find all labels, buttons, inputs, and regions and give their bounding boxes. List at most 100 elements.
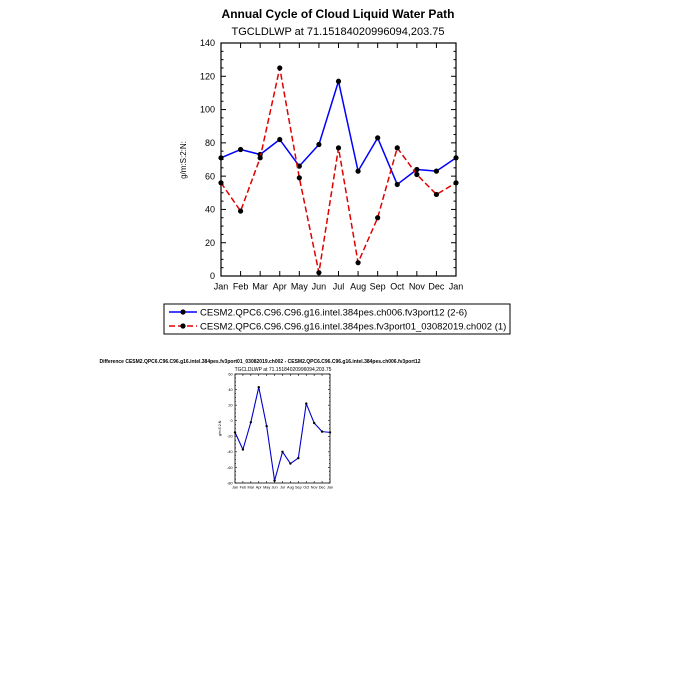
main-series-0-point: [414, 166, 420, 173]
main-chart-series: [218, 65, 459, 276]
main-x-tick-label: Jul: [333, 282, 345, 292]
main-series-0-point: [335, 78, 342, 84]
diff-series-line-0: [234, 386, 331, 482]
main-series-1-point: [433, 191, 440, 198]
difference-chart-title: Difference CESM2.QPC6.C96.C96.g16.intel.…: [100, 359, 421, 365]
main-series-0-point: [355, 168, 361, 174]
diff-series-0-point: [312, 421, 316, 425]
main-series-1-point: [296, 175, 302, 181]
main-series-1-point: [335, 145, 342, 151]
main-x-tick-label: Aug: [350, 282, 366, 292]
diff-x-tick-label: Jul: [280, 486, 285, 490]
main-x-tick-label: Nov: [409, 282, 426, 292]
main-series-1-point: [218, 180, 224, 186]
diff-y-tick-label: -40: [227, 450, 233, 454]
main-y-tick-label: 100: [200, 105, 215, 115]
main-series-1-point: [316, 270, 322, 276]
main-series-1-point: [237, 208, 244, 214]
diff-series-0-point: [273, 479, 276, 482]
difference-chart: Difference CESM2.QPC6.C96.C96.g16.intel.…: [100, 359, 421, 490]
main-series-1-point: [453, 180, 459, 186]
legend-label-blue: CESM2.QPC6.C96.C96.g16.intel.384pes.ch00…: [200, 308, 467, 319]
main-series-line-0: [220, 80, 457, 186]
diff-y-tick-label: 40: [228, 388, 232, 392]
main-x-tick-label: Jun: [312, 282, 327, 292]
main-series-0-point: [218, 155, 224, 161]
main-chart-legend: CESM2.QPC6.C96.C96.g16.intel.384pes.ch00…: [163, 303, 511, 335]
diff-x-tick-label: Jan: [327, 486, 333, 490]
main-x-tick-label: Sep: [370, 282, 386, 292]
diff-x-tick-label: Nov: [311, 486, 318, 490]
legend-label-red: CESM2.QPC6.C96.C96.g16.intel.384pes.fv3p…: [200, 322, 506, 333]
diff-y-tick-label: 0: [230, 419, 232, 423]
main-x-tick-label: Dec: [428, 282, 445, 292]
diff-x-tick-label: Mar: [248, 486, 255, 490]
diff-series-0-point: [305, 402, 308, 405]
main-chart: Annual Cycle of Cloud Liquid Water Path …: [163, 7, 511, 335]
legend-marker-blue: [180, 309, 186, 315]
diff-y-tick-label: 20: [228, 403, 232, 407]
diff-x-tick-label: Sep: [295, 486, 302, 490]
main-chart-ticks: 0 20 40 60 80 100 120 140 Jan Feb Mar Apr May Jun Jul A…: [200, 38, 463, 291]
main-series-1-point: [394, 145, 400, 151]
diff-series-0-point: [281, 450, 284, 454]
main-series-1-point: [277, 65, 283, 71]
difference-chart-series: [233, 386, 332, 482]
main-series-1-point: [414, 171, 420, 178]
main-series-0-point: [277, 136, 283, 143]
main-series-1-point: [375, 215, 381, 221]
main-series-0-point: [237, 146, 244, 153]
diff-x-tick-label: Oct: [303, 486, 310, 490]
diff-x-tick-label: Jan: [232, 486, 238, 490]
diff-x-tick-label: Feb: [240, 486, 247, 490]
diff-series-0-point: [320, 430, 324, 433]
main-series-0-point: [394, 181, 400, 188]
diff-y-tick-label: 60: [228, 372, 232, 376]
main-series-0-point: [316, 141, 322, 148]
diff-series-0-point: [257, 386, 260, 389]
main-y-tick-label: 80: [205, 138, 215, 148]
diff-x-tick-label: May: [263, 486, 270, 490]
legend-marker-red: [180, 323, 186, 329]
main-y-tick-label: 140: [200, 38, 215, 48]
diff-x-tick-label: Apr: [256, 486, 263, 490]
main-y-tick-label: 60: [205, 171, 215, 181]
main-y-tick-label: 20: [205, 238, 215, 248]
main-series-1-point: [257, 155, 263, 161]
diff-series-0-point: [289, 462, 292, 465]
diff-series-0-point: [241, 448, 245, 451]
main-series-0-point: [433, 168, 440, 174]
legend-entry-blue: CESM2.QPC6.C96.C96.g16.intel.384pes.ch00…: [169, 308, 467, 319]
main-chart-plot-frame: [220, 42, 457, 277]
diff-y-tick-label: -20: [227, 435, 233, 439]
main-y-tick-label: 120: [200, 71, 215, 81]
main-x-tick-label: Jan: [449, 282, 464, 292]
diff-series-0-point: [249, 421, 253, 424]
diff-series-0-point: [265, 424, 268, 428]
difference-chart-subtitle: TGCLDLWP at 71.15184020996094,203.75: [235, 367, 332, 373]
main-x-tick-label: Jan: [214, 282, 229, 292]
diff-x-tick-label: Aug: [287, 486, 294, 490]
diff-series-0-point: [328, 431, 332, 434]
main-y-tick-label: 40: [205, 205, 215, 215]
main-series-1-point: [355, 260, 361, 266]
difference-chart-y-axis-label: g/m:S:2:N:: [218, 420, 222, 437]
main-series-0-point: [375, 135, 381, 141]
main-x-tick-label: Oct: [390, 282, 405, 292]
diff-series-0-point: [297, 456, 300, 460]
diff-x-tick-label: Dec: [319, 486, 326, 490]
legend-entry-red: CESM2.QPC6.C96.C96.g16.intel.384pes.fv3p…: [169, 322, 506, 333]
diff-y-tick-label: -80: [227, 481, 233, 485]
main-chart-subtitle: TGCLDLWP at 71.15184020996094,203.75: [231, 26, 444, 38]
diff-series-0-point: [233, 431, 237, 434]
main-x-tick-label: Apr: [273, 282, 287, 292]
main-y-tick-label: 0: [210, 271, 215, 281]
main-chart-title: Annual Cycle of Cloud Liquid Water Path: [222, 7, 455, 21]
main-chart-y-axis-label: g/m:S:2:N:: [179, 141, 188, 179]
main-x-tick-label: Feb: [233, 282, 249, 292]
diff-x-tick-label: Jun: [272, 486, 278, 490]
main-x-tick-label: May: [291, 282, 309, 292]
main-series-0-point: [453, 155, 459, 161]
